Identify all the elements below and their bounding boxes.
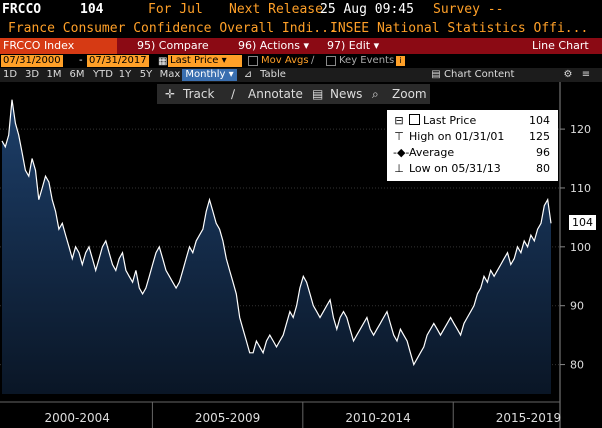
chart-area[interactable]: 80 90 100 110 120 2000-2004 2005-2009 2010-201…	[0, 82, 602, 428]
legend-low: ⊥ Low on 05/31/13 80	[391, 162, 554, 177]
chart-legend: ⊟ Last Price 104 ⊤ High on 01/31/01 125 …	[387, 110, 558, 181]
zoom-magnifier-icon[interactable]: ⌕	[372, 87, 379, 101]
menu-background	[117, 38, 602, 54]
field-select-value: Last Price	[170, 55, 219, 66]
chart-toolbar: ✛ Track ∕ Annotate ▤ News ⌕ Zoom	[157, 84, 430, 104]
y-tick-label-1: 90	[570, 300, 584, 313]
edit-menu[interactable]: 97) Edit ▾	[327, 39, 380, 52]
period-1y-button[interactable]: 1Y	[118, 69, 132, 80]
survey-label: Survey --	[433, 2, 504, 17]
high-marker-icon: ⊤	[394, 130, 404, 143]
price-line	[1, 99, 552, 367]
legend-low-label: Low on 05/31/13	[409, 162, 501, 175]
pencil-icon[interactable]: ∕	[311, 55, 315, 66]
chart-type-label: Line Chart	[532, 39, 589, 52]
ticker-symbol: FRCCO	[2, 2, 42, 17]
mov-avgs-checkbox[interactable]	[248, 56, 258, 66]
security-field[interactable]: FRCCO Index	[0, 38, 117, 54]
y-tick-label-3: 110	[570, 182, 591, 195]
next-release-label: Next Release	[229, 2, 323, 17]
start-date-input[interactable]: 07/31/2000	[1, 55, 63, 67]
frequency-select[interactable]: Monthly ▾	[182, 69, 237, 81]
legend-last-price: ⊟ Last Price 104	[391, 114, 554, 129]
x-period-label-0: 2000-2004	[44, 411, 109, 425]
more-options-icon[interactable]: ≡	[581, 69, 591, 80]
key-events-label: Key Events	[339, 55, 395, 66]
news-button[interactable]: News	[330, 87, 363, 101]
date-control-bar: 07/31/2000 - 07/31/2017 ▦ Last Price ▾ M…	[0, 54, 602, 68]
period-label: For Jul	[148, 2, 203, 17]
low-marker-icon: ⊥	[394, 162, 404, 175]
legend-last-price-label: Last Price	[409, 114, 476, 127]
zoom-button[interactable]: Zoom	[392, 87, 427, 101]
chart-content-button[interactable]: Chart Content	[444, 69, 515, 80]
security-description: France Consumer Confidence Overall Indi.…	[8, 21, 337, 36]
period-selector-bar: 1D 3D 1M 6M YTD 1Y 5Y Max Monthly ▾ ⊿ Ta…	[0, 68, 602, 82]
calendar-icon[interactable]: ▦	[158, 56, 168, 67]
legend-average-label: Average	[409, 146, 455, 159]
period-3d-button[interactable]: 3D	[25, 69, 40, 80]
last-price-swatch-icon	[409, 114, 420, 125]
period-5y-button[interactable]: 5Y	[139, 69, 153, 80]
key-events-info-icon[interactable]: i	[396, 56, 405, 66]
description-bar: France Consumer Confidence Overall Indi.…	[0, 20, 602, 38]
price-area-fill	[2, 99, 551, 394]
legend-last-price-value: 104	[529, 114, 550, 127]
data-source: INSEE National Statistics Offi...	[330, 21, 589, 36]
legend-average: -◆- Average 96	[391, 146, 554, 161]
period-1m-button[interactable]: 1M	[46, 69, 62, 80]
collapse-icon[interactable]: ⊟	[394, 114, 404, 127]
legend-high-label: High on 01/31/01	[409, 130, 505, 143]
legend-average-value: 96	[536, 146, 550, 159]
annotate-pencil-icon[interactable]: ∕	[231, 87, 236, 101]
news-icon[interactable]: ▤	[312, 87, 324, 101]
x-period-label-1: 2005-2009	[195, 411, 260, 425]
last-value: 104	[80, 2, 104, 17]
function-menu-bar: FRCCO Index 95) Compare 96) Actions ▾ 97…	[0, 38, 602, 54]
period-ytd-button[interactable]: YTD	[93, 69, 113, 80]
track-button[interactable]: Track	[183, 87, 215, 101]
legend-high-value: 125	[529, 130, 550, 143]
compare-button[interactable]: 95) Compare	[137, 39, 209, 52]
price-chart[interactable]: 80 90 100 110 120 2000-2004 2005-2009 2010-201…	[0, 82, 602, 428]
security-header-bar: FRCCO 104 For Jul Next Release 25 Aug 09…	[0, 0, 602, 20]
period-max-button[interactable]: Max	[159, 69, 181, 80]
annotate-button[interactable]: Annotate	[248, 87, 303, 101]
average-marker-icon: -◆-	[393, 146, 410, 159]
y-tick-label-4: 120	[570, 123, 591, 136]
track-crosshair-icon[interactable]: ✛	[165, 87, 176, 101]
field-select[interactable]: Last Price ▾	[168, 55, 242, 67]
legend-high: ⊤ High on 01/31/01 125	[391, 130, 554, 145]
x-period-label-3: 2015-2019	[496, 411, 561, 425]
settings-gear-icon[interactable]: ⚙	[563, 69, 573, 80]
end-date-input[interactable]: 07/31/2017	[87, 55, 149, 67]
mov-avgs-label: Mov Avgs	[261, 55, 309, 66]
period-1d-button[interactable]: 1D	[3, 69, 18, 80]
current-value-tag: 104	[569, 215, 596, 231]
y-tick-label-2: 100	[570, 241, 591, 254]
next-release-value: 25 Aug 09:45	[320, 2, 414, 17]
date-separator: -	[79, 55, 83, 66]
chart-style-icon[interactable]: ⊿	[243, 69, 253, 80]
period-6m-button[interactable]: 6M	[69, 69, 85, 80]
actions-menu[interactable]: 96) Actions ▾	[238, 39, 309, 52]
key-events-checkbox[interactable]	[326, 56, 336, 66]
chart-content-icon[interactable]: ▤	[431, 69, 441, 80]
legend-low-value: 80	[536, 162, 550, 175]
y-tick-label-0: 80	[570, 359, 584, 372]
x-period-label-2: 2010-2014	[345, 411, 410, 425]
table-button[interactable]: Table	[260, 69, 286, 80]
